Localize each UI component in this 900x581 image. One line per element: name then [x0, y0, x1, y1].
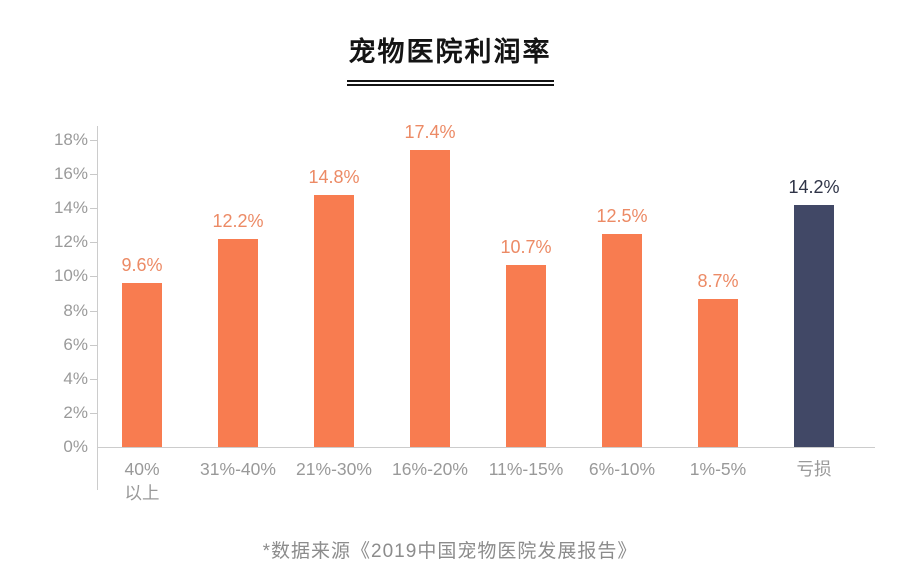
y-tick-label: 2%: [63, 402, 88, 422]
y-tick: [90, 412, 97, 414]
bar-value-label: 12.2%: [212, 210, 264, 231]
y-tick-label: 18%: [53, 130, 88, 149]
bar-value-label: 17.4%: [404, 122, 456, 143]
y-tick: [90, 208, 97, 210]
y-tick-label: 10%: [53, 266, 88, 286]
y-tick: [90, 378, 97, 380]
bar-value-label: 14.8%: [308, 166, 360, 187]
bar-value-label: 10.7%: [500, 236, 552, 257]
y-tick: [90, 242, 97, 244]
title-wrap: 宠物医院利润率: [0, 30, 900, 86]
y-tick-label: 8%: [63, 300, 88, 320]
bar-value-label: 9.6%: [121, 255, 163, 276]
bar-value-label: 14.2%: [788, 176, 840, 197]
bar: [314, 194, 354, 447]
bar: [122, 283, 162, 447]
bar: [698, 298, 738, 447]
bar-category-label: 6%-10%: [588, 459, 656, 479]
y-tick-label: 0%: [63, 437, 88, 456]
bar-category-label: 16%-20%: [392, 459, 468, 479]
y-tick: [90, 276, 97, 278]
y-tick-label: 16%: [53, 164, 88, 184]
y-tick: [90, 310, 97, 312]
bar-value-label: 8.7%: [697, 270, 739, 291]
bar: [506, 264, 546, 447]
y-tick-label: 4%: [63, 368, 88, 388]
y-tick-label: 12%: [53, 232, 88, 252]
x-axis-line: [97, 447, 875, 448]
y-tick-label: 14%: [53, 198, 88, 218]
bar-value-label: 12.5%: [596, 205, 648, 226]
y-tick: [90, 140, 97, 141]
y-tick-label: 6%: [63, 334, 88, 354]
data-source-note: *数据来源《2019中国宠物医院发展报告》: [262, 541, 638, 562]
bar-category-label: 1%-5%: [689, 459, 747, 479]
bar-category-label: 31%-40%: [200, 459, 276, 479]
bar-category-label: 21%-30%: [296, 459, 372, 479]
chart-title: 宠物医院利润率: [346, 30, 554, 86]
bar: [218, 238, 258, 447]
bar-category-label: 11%-15%: [488, 459, 564, 479]
bar: [602, 233, 642, 447]
bar: [410, 150, 450, 447]
bar-category-label: 亏损: [796, 459, 832, 479]
bar-category-label: 40% 以上: [124, 459, 160, 503]
y-tick: [90, 344, 97, 346]
bar: [794, 204, 834, 447]
y-axis-line: [97, 126, 98, 490]
y-tick: [90, 174, 97, 176]
